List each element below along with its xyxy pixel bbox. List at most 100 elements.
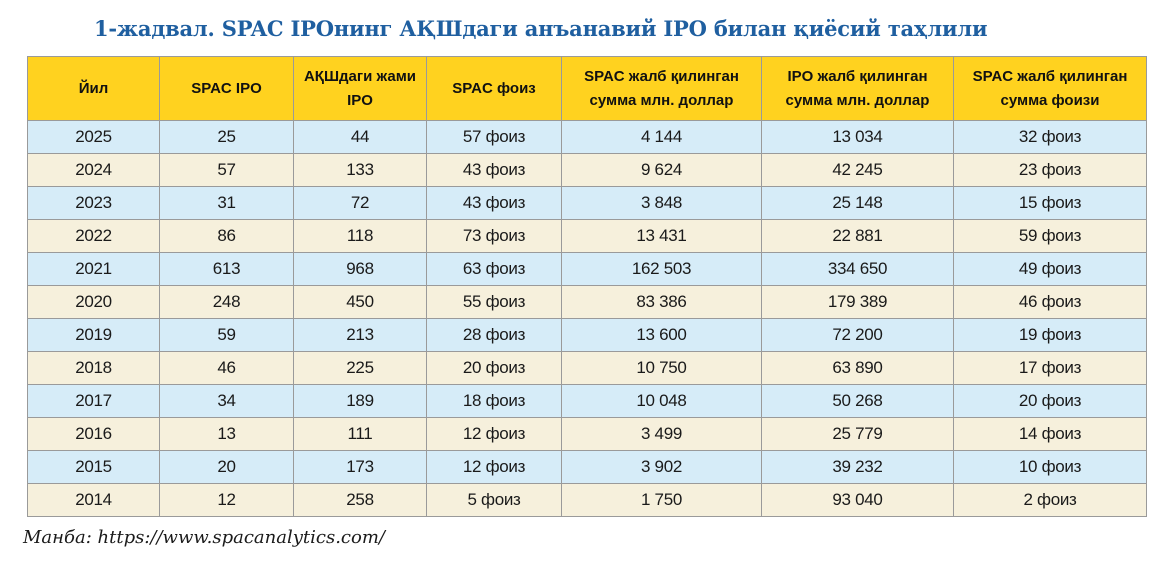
cell-spac-ipo: 59 bbox=[159, 318, 294, 352]
cell-spac-percent: 55 фоиз bbox=[426, 285, 562, 319]
cell-year: 2023 bbox=[27, 186, 160, 220]
cell-spac-raised: 3 902 bbox=[561, 450, 762, 484]
table-row: 2023 31 72 43 фоиз 3 848 25 148 15 фоиз bbox=[27, 186, 1147, 220]
cell-spac-ipo: 86 bbox=[159, 219, 294, 253]
header-total-ipo: АҚШдаги жами IPO bbox=[293, 56, 427, 121]
table-row: 2022 86 118 73 фоиз 13 431 22 881 59 фоиз bbox=[27, 219, 1147, 253]
cell-total-ipo: 450 bbox=[293, 285, 427, 319]
table-row: 2024 57 133 43 фоиз 9 624 42 245 23 фоиз bbox=[27, 153, 1147, 187]
table-row: 2025 25 44 57 фоиз 4 144 13 034 32 фоиз bbox=[27, 120, 1147, 154]
cell-spac-ipo: 31 bbox=[159, 186, 294, 220]
cell-spac-percent: 57 фоиз bbox=[426, 120, 562, 154]
cell-ipo-raised: 39 232 bbox=[761, 450, 954, 484]
cell-total-ipo: 118 bbox=[293, 219, 427, 253]
cell-spac-ipo: 613 bbox=[159, 252, 294, 286]
cell-spac-ipo: 248 bbox=[159, 285, 294, 319]
table-title: 1-жадвал. SPAC IPOнинг АҚШдаги анъанавий… bbox=[94, 16, 988, 41]
cell-spac-percent: 5 фоиз bbox=[426, 483, 562, 517]
cell-ipo-raised: 72 200 bbox=[761, 318, 954, 352]
cell-spac-raised: 13 431 bbox=[561, 219, 762, 253]
cell-spac-raised-percent: 59 фоиз bbox=[953, 219, 1147, 253]
table-body: 2025 25 44 57 фоиз 4 144 13 034 32 фоиз 2024 57 1… bbox=[27, 120, 1147, 517]
table-row: 2015 20 173 12 фоиз 3 902 39 232 10 фоиз bbox=[27, 450, 1147, 484]
cell-spac-percent: 43 фоиз bbox=[426, 186, 562, 220]
cell-spac-ipo: 20 bbox=[159, 450, 294, 484]
cell-spac-raised-percent: 2 фоиз bbox=[953, 483, 1147, 517]
cell-spac-percent: 12 фоиз bbox=[426, 450, 562, 484]
cell-spac-percent: 18 фоиз bbox=[426, 384, 562, 418]
table-row: 2017 34 189 18 фоиз 10 048 50 268 20 фоиз bbox=[27, 384, 1147, 418]
cell-total-ipo: 189 bbox=[293, 384, 427, 418]
cell-ipo-raised: 50 268 bbox=[761, 384, 954, 418]
cell-spac-percent: 43 фоиз bbox=[426, 153, 562, 187]
cell-ipo-raised: 63 890 bbox=[761, 351, 954, 385]
cell-spac-raised-percent: 15 фоиз bbox=[953, 186, 1147, 220]
cell-spac-raised: 162 503 bbox=[561, 252, 762, 286]
cell-year: 2016 bbox=[27, 417, 160, 451]
cell-spac-raised: 10 048 bbox=[561, 384, 762, 418]
cell-spac-raised-percent: 17 фоиз bbox=[953, 351, 1147, 385]
table-row: 2018 46 225 20 фоиз 10 750 63 890 17 фоиз bbox=[27, 351, 1147, 385]
cell-spac-raised-percent: 23 фоиз bbox=[953, 153, 1147, 187]
cell-spac-raised: 9 624 bbox=[561, 153, 762, 187]
cell-spac-raised-percent: 49 фоиз bbox=[953, 252, 1147, 286]
cell-total-ipo: 133 bbox=[293, 153, 427, 187]
cell-spac-percent: 73 фоиз bbox=[426, 219, 562, 253]
cell-year: 2024 bbox=[27, 153, 160, 187]
cell-spac-raised-percent: 20 фоиз bbox=[953, 384, 1147, 418]
header-year: Йил bbox=[27, 56, 160, 121]
cell-spac-raised-percent: 19 фоиз bbox=[953, 318, 1147, 352]
cell-year: 2021 bbox=[27, 252, 160, 286]
table-header-row: Йил SPAC IPO АҚШдаги жами IPO SPAC фоиз … bbox=[27, 56, 1147, 121]
cell-spac-raised: 13 600 bbox=[561, 318, 762, 352]
header-spac-percent: SPAC фоиз bbox=[426, 56, 562, 121]
cell-total-ipo: 44 bbox=[293, 120, 427, 154]
cell-year: 2022 bbox=[27, 219, 160, 253]
table-row: 2020 248 450 55 фоиз 83 386 179 389 46 фоиз bbox=[27, 285, 1147, 319]
cell-ipo-raised: 179 389 bbox=[761, 285, 954, 319]
source-note: Манба: https://www.spacanalytics.com/ bbox=[23, 527, 385, 548]
cell-total-ipo: 72 bbox=[293, 186, 427, 220]
cell-spac-raised: 3 848 bbox=[561, 186, 762, 220]
cell-spac-raised-percent: 32 фоиз bbox=[953, 120, 1147, 154]
cell-spac-percent: 63 фоиз bbox=[426, 252, 562, 286]
cell-ipo-raised: 25 148 bbox=[761, 186, 954, 220]
cell-spac-raised-percent: 46 фоиз bbox=[953, 285, 1147, 319]
cell-total-ipo: 213 bbox=[293, 318, 427, 352]
cell-total-ipo: 968 bbox=[293, 252, 427, 286]
cell-spac-ipo: 12 bbox=[159, 483, 294, 517]
cell-total-ipo: 111 bbox=[293, 417, 427, 451]
cell-total-ipo: 258 bbox=[293, 483, 427, 517]
cell-spac-raised: 3 499 bbox=[561, 417, 762, 451]
cell-year: 2025 bbox=[27, 120, 160, 154]
cell-spac-percent: 12 фоиз bbox=[426, 417, 562, 451]
table-row: 2016 13 111 12 фоиз 3 499 25 779 14 фоиз bbox=[27, 417, 1147, 451]
cell-year: 2017 bbox=[27, 384, 160, 418]
cell-ipo-raised: 22 881 bbox=[761, 219, 954, 253]
cell-total-ipo: 225 bbox=[293, 351, 427, 385]
header-ipo-raised: IPO жалб қилинган сумма млн. доллар bbox=[761, 56, 954, 121]
header-spac-raised: SPAC жалб қилинган сумма млн. доллар bbox=[561, 56, 762, 121]
cell-spac-raised: 4 144 bbox=[561, 120, 762, 154]
cell-ipo-raised: 25 779 bbox=[761, 417, 954, 451]
cell-year: 2018 bbox=[27, 351, 160, 385]
cell-spac-ipo: 13 bbox=[159, 417, 294, 451]
table-row: 2014 12 258 5 фоиз 1 750 93 040 2 фоиз bbox=[27, 483, 1147, 517]
table-row: 2019 59 213 28 фоиз 13 600 72 200 19 фоиз bbox=[27, 318, 1147, 352]
header-spac-raised-percent: SPAC жалб қилинган сумма фоизи bbox=[953, 56, 1147, 121]
cell-spac-ipo: 25 bbox=[159, 120, 294, 154]
table-row: 2021 613 968 63 фоиз 162 503 334 650 49 фоиз bbox=[27, 252, 1147, 286]
cell-spac-ipo: 57 bbox=[159, 153, 294, 187]
cell-year: 2015 bbox=[27, 450, 160, 484]
cell-spac-percent: 20 фоиз bbox=[426, 351, 562, 385]
spac-ipo-table: Йил SPAC IPO АҚШдаги жами IPO SPAC фоиз … bbox=[27, 56, 1147, 517]
cell-spac-raised: 1 750 bbox=[561, 483, 762, 517]
cell-spac-percent: 28 фоиз bbox=[426, 318, 562, 352]
cell-ipo-raised: 93 040 bbox=[761, 483, 954, 517]
cell-ipo-raised: 42 245 bbox=[761, 153, 954, 187]
cell-year: 2020 bbox=[27, 285, 160, 319]
cell-ipo-raised: 334 650 bbox=[761, 252, 954, 286]
cell-spac-raised: 83 386 bbox=[561, 285, 762, 319]
header-spac-ipo: SPAC IPO bbox=[159, 56, 294, 121]
cell-spac-ipo: 34 bbox=[159, 384, 294, 418]
